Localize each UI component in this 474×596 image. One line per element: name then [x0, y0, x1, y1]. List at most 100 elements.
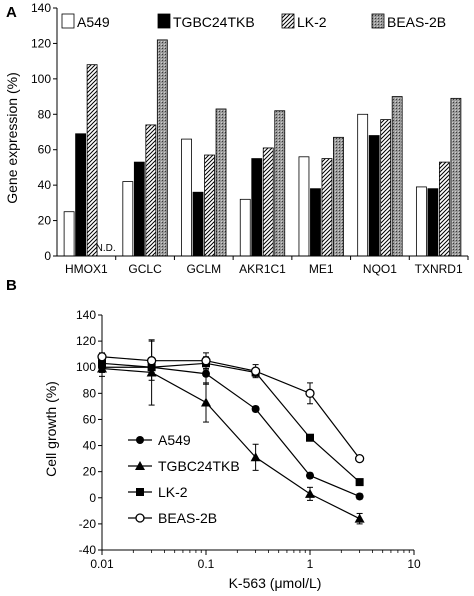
panel-b-y-tick-label: 120 — [76, 334, 96, 348]
data-point-lk-2 — [98, 359, 106, 368]
panel-a-y-tick-label: 140 — [31, 1, 51, 15]
data-point-a549 — [202, 369, 210, 378]
legend-swatch-lk-2 — [281, 13, 295, 29]
data-point-beas-2b — [146, 356, 157, 366]
bar-beas-2b-akr1c1 — [274, 110, 286, 257]
panel-a-y-tick-label: 60 — [38, 143, 52, 157]
panel-b-x-tick-label: 10 — [407, 557, 421, 571]
legend-label-lk-2: LK-2 — [158, 484, 188, 500]
bar-a549-nqo1 — [357, 113, 369, 257]
bar-tgbc24tkb-akr1c1 — [251, 158, 263, 257]
panel-b-y-tick-label: 60 — [83, 412, 97, 426]
bar-lk-2-nqo1 — [380, 119, 392, 257]
panel-b-label: B — [6, 277, 17, 294]
panel-b-y-tick-label: -20 — [79, 517, 97, 531]
legend-swatch-beas-2b — [371, 13, 385, 29]
bar-beas-2b-gclm — [215, 108, 227, 257]
bar-lk-2-hmox1 — [86, 64, 98, 257]
bar-lk-2-akr1c1 — [262, 147, 274, 257]
legend-marker-a549 — [136, 436, 144, 444]
panel-a-y-tick-label: 100 — [31, 72, 51, 86]
series-line-tgbc24tkb — [101, 367, 360, 520]
panel-a-y-tick-label: 80 — [38, 107, 52, 121]
bar-beas-2b-txnrd1 — [450, 97, 462, 257]
bar-a549-me1 — [298, 156, 310, 257]
panel-a-category-label: NQO1 — [363, 262, 397, 276]
panel-b-y-tick-label: 80 — [83, 386, 97, 400]
bar-a549-hmox1 — [63, 211, 75, 257]
legend-label-lk-2: LK-2 — [297, 14, 327, 30]
data-point-tgbc24tkb — [201, 397, 211, 407]
panel-b-y-axis-label: Cell growth (%) — [43, 381, 59, 477]
bar-lk-2-txnrd1 — [438, 161, 450, 257]
panel-b-y-tick-label: 40 — [83, 439, 97, 453]
legend-label-tgbc24tkb: TGBC24TKB — [173, 14, 255, 30]
panel-a-category-label: TXNRD1 — [415, 262, 463, 276]
panel-a-bar-chart: A Gene expression (%) N.D. 0 20 40 60 80 100 1… — [4, 1, 469, 276]
bar-lk-2-gclc — [145, 124, 157, 257]
data-point-beas-2b — [97, 352, 107, 362]
legend-swatch-a549 — [61, 13, 75, 29]
legend-swatch-tgbc24tkb — [157, 13, 171, 29]
bar-beas-2b-nqo1 — [391, 96, 403, 257]
panel-b-y-tick-label: -40 — [79, 543, 97, 557]
data-point-beas-2b — [305, 388, 315, 398]
data-point-lk-2 — [355, 478, 364, 487]
data-point-tgbc24tkb — [97, 363, 107, 373]
panel-b-x-tick-label: 0.01 — [90, 557, 114, 571]
bar-tgbc24tkb-gclm — [192, 191, 204, 257]
panel-a-category-label: GCLM — [186, 262, 221, 276]
series-line-lk-2 — [101, 362, 361, 483]
data-point-tgbc24tkb — [250, 452, 261, 462]
legend-marker-lk-2 — [136, 488, 144, 496]
bar-a549-gclm — [181, 138, 192, 257]
panel-b-line-chart: B Cell growth (%) K-563 (μmol/L) -40 -20 0… — [6, 277, 421, 591]
bar-a549-gclc — [122, 181, 134, 257]
panel-b-y-tick-label: 20 — [83, 465, 97, 479]
bar-tgbc24tkb-me1 — [310, 188, 321, 257]
data-point-a549 — [355, 492, 364, 501]
panel-a-category-label: AKR1C1 — [239, 262, 286, 276]
bar-beas-2b-gclc — [156, 39, 168, 257]
panel-a-y-tick-label: 40 — [38, 178, 52, 192]
panel-a-label: A — [6, 4, 17, 21]
bar-lk-2-me1 — [321, 158, 333, 257]
bar-a549-txnrd1 — [415, 186, 427, 257]
panel-a-y-tick-label: 0 — [44, 249, 51, 263]
data-point-beas-2b — [250, 366, 261, 376]
bar-a549-akr1c1 — [239, 198, 251, 257]
panel-a-nd-annotation: N.D. — [96, 243, 116, 254]
legend-label-tgbc24tkb: TGBC24TKB — [158, 458, 240, 474]
data-point-beas-2b — [201, 356, 211, 366]
panel-a-y-axis-label: Gene expression (%) — [4, 72, 20, 204]
data-point-a549 — [251, 405, 260, 413]
bar-tgbc24tkb-hmox1 — [75, 133, 87, 257]
data-point-lk-2 — [306, 433, 314, 442]
data-point-a549 — [306, 471, 314, 480]
series-line-a549 — [102, 366, 360, 498]
data-point-tgbc24tkb — [354, 513, 365, 523]
bar-tgbc24tkb-gclc — [133, 161, 145, 257]
data-point-tgbc24tkb — [305, 488, 315, 498]
panel-b-x-tick-label: 1 — [307, 557, 314, 571]
legend-label-a549: A549 — [158, 432, 191, 448]
legend-marker-tgbc24tkb — [135, 461, 145, 470]
bar-tgbc24tkb-nqo1 — [368, 135, 380, 257]
legend-marker-beas-2b — [135, 513, 145, 523]
panel-a-y-tick-label: 20 — [38, 214, 52, 228]
panel-a-y-tick-label: 120 — [31, 36, 51, 50]
panel-b-y-tick-label: 140 — [76, 308, 96, 322]
panel-a-category-label: GCLC — [128, 262, 162, 276]
panel-b-x-axis-label: K-563 (μmol/L) — [229, 575, 322, 591]
bar-lk-2-gclm — [204, 154, 215, 257]
legend-label-beas-2b: BEAS-2B — [387, 14, 446, 30]
data-point-beas-2b — [354, 453, 365, 464]
bar-tgbc24tkb-txnrd1 — [427, 188, 439, 257]
series-line-beas-2b — [101, 356, 361, 459]
legend-label-a549: A549 — [77, 14, 110, 30]
panel-b-y-tick-label: 0 — [89, 491, 96, 505]
bar-beas-2b-me1 — [333, 136, 344, 257]
panel-b-x-tick-label: 0.1 — [198, 557, 215, 571]
panel-a-category-label: HMOX1 — [65, 262, 108, 276]
